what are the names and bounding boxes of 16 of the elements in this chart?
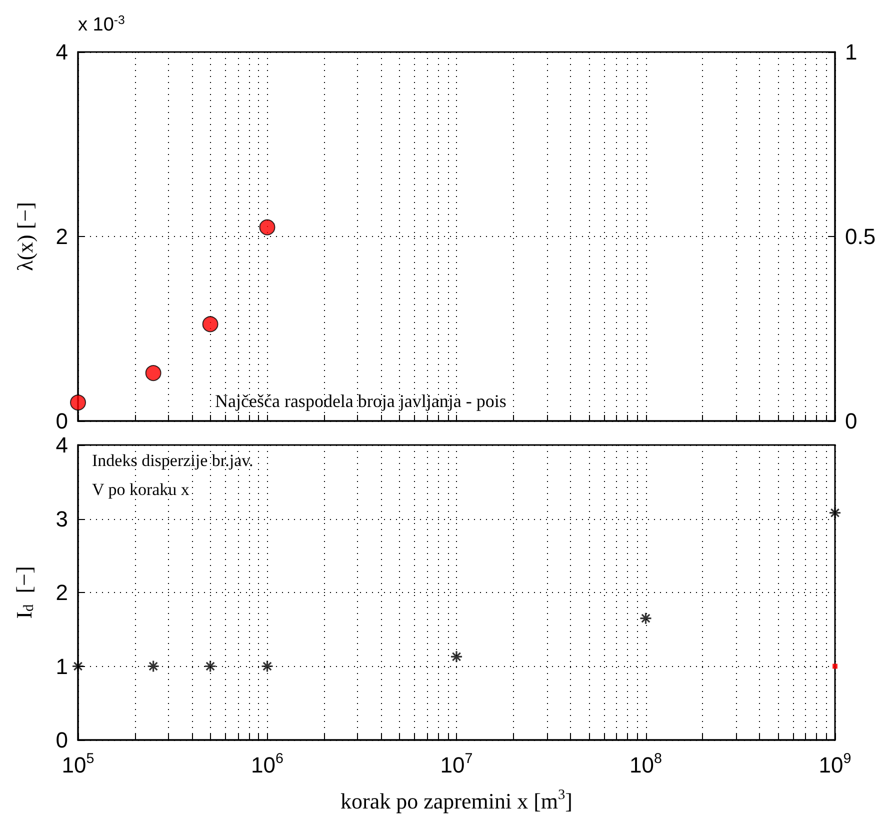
y-tick-label: 1: [56, 654, 68, 679]
y2-tick-label: 0: [845, 408, 858, 434]
y-axis-title: Id [−]: [12, 566, 37, 619]
y2-tick-label: 1: [845, 40, 858, 64]
y-tick-label: 4: [56, 432, 68, 458]
annotation: V po koraku x: [92, 480, 190, 499]
y2-tick-label: 0.5: [845, 224, 876, 249]
y-tick-label: 0: [56, 728, 68, 752]
y-tick-label: 2: [56, 224, 68, 249]
annotation: Najčešća raspodela broja javljanja - pois: [215, 391, 506, 411]
y-tick-label: 2: [56, 580, 68, 605]
y-tick-label: 4: [56, 40, 68, 64]
y-axis-title: λ(x) [−]: [12, 202, 38, 271]
y-tick-label: 0: [56, 408, 68, 434]
annotation: Indeks disperzije br.jav.: [92, 451, 254, 470]
y-tick-label: 3: [56, 506, 68, 532]
